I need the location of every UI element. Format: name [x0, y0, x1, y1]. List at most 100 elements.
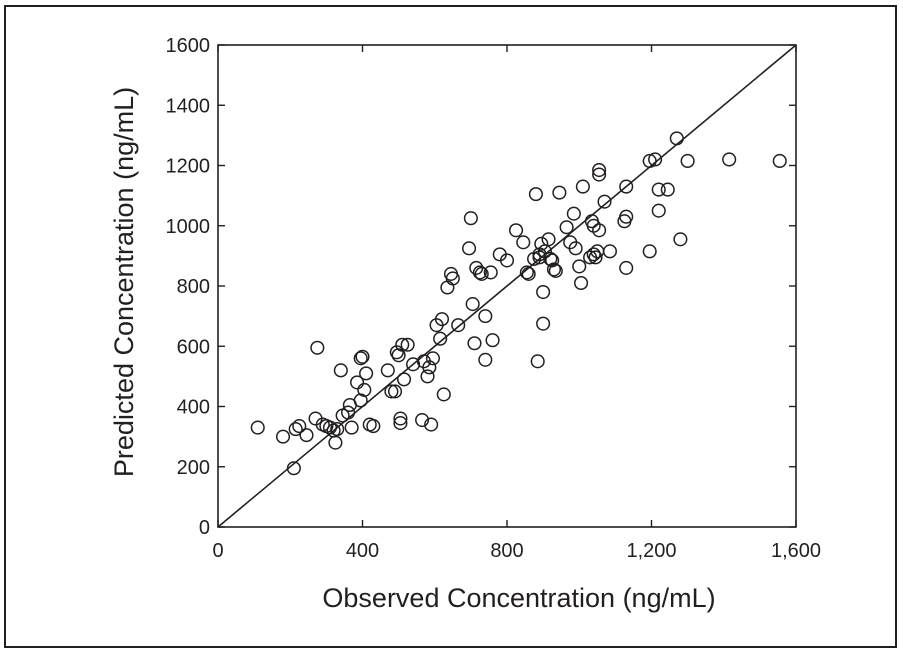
data-point	[474, 266, 489, 282]
data-point	[619, 260, 634, 275]
data-point	[445, 271, 460, 286]
data-point	[516, 235, 531, 250]
data-point	[275, 429, 291, 444]
y-tick-label: 1400	[166, 95, 211, 117]
x-tick-label: 800	[490, 540, 523, 562]
y-tick-label: 0	[199, 517, 210, 539]
data-point	[422, 360, 437, 375]
data-point	[393, 411, 408, 426]
data-point	[572, 259, 587, 274]
x-tick-label: 400	[346, 540, 379, 562]
y-tick-label: 800	[177, 276, 210, 298]
data-point	[534, 236, 549, 251]
data-point	[660, 182, 675, 197]
data-point	[619, 209, 634, 224]
data-point	[310, 340, 325, 355]
data-point	[328, 435, 343, 450]
data-point	[592, 223, 607, 238]
y-tick-label: 1000	[166, 216, 211, 238]
data-point	[586, 247, 601, 262]
data-point	[350, 375, 365, 390]
y-axis-title: Predicted Concentration (ng/mL)	[109, 87, 139, 477]
data-point	[519, 265, 534, 280]
data-point	[575, 179, 590, 194]
data-point	[673, 232, 688, 247]
data-point	[436, 387, 451, 402]
data-point	[333, 363, 348, 378]
data-point	[288, 422, 303, 437]
data-points	[250, 131, 787, 476]
x-axis-title: Observed Concentration (ng/mL)	[322, 583, 715, 613]
data-point	[566, 206, 581, 221]
data-point	[602, 244, 618, 259]
data-point	[651, 203, 666, 218]
tick-labels: 0 400 800 1,200 1,600 0 200 400 600 800 1000 1200 14…	[166, 35, 822, 562]
data-point	[322, 420, 338, 435]
data-point	[521, 266, 536, 282]
data-point	[536, 284, 551, 300]
data-point	[299, 428, 314, 443]
data-point	[420, 369, 435, 384]
data-point	[546, 262, 562, 277]
y-tick-label: 400	[177, 397, 210, 419]
data-point	[568, 241, 583, 256]
data-point	[406, 357, 421, 372]
figure-frame	[4, 5, 897, 648]
data-point	[592, 167, 607, 182]
data-point	[389, 345, 404, 360]
data-point	[574, 275, 589, 291]
data-point	[548, 263, 563, 278]
data-point	[472, 265, 487, 280]
data-point	[393, 416, 408, 431]
data-point	[400, 337, 415, 352]
data-point	[250, 420, 265, 435]
data-point	[508, 223, 524, 238]
data-point	[396, 372, 412, 387]
data-point	[424, 417, 439, 432]
data-point	[380, 363, 395, 378]
y-tick-label: 1200	[166, 156, 211, 178]
data-point	[359, 366, 374, 381]
data-point	[478, 309, 493, 324]
data-point	[597, 194, 612, 209]
plot-area-border	[217, 44, 797, 528]
data-point	[384, 384, 399, 399]
y-tick-label: 1600	[166, 35, 211, 57]
data-point	[483, 265, 498, 280]
data-point	[433, 331, 448, 346]
data-point	[462, 241, 477, 256]
data-point	[353, 351, 368, 366]
data-point	[467, 336, 482, 351]
data-point	[366, 419, 381, 434]
data-point	[463, 211, 478, 226]
data-point	[559, 220, 574, 235]
data-point	[330, 422, 345, 437]
data-point	[478, 352, 493, 367]
data-point	[680, 153, 695, 169]
data-point	[357, 382, 372, 397]
data-point	[541, 232, 556, 247]
data-point	[395, 337, 410, 352]
data-point	[451, 318, 466, 333]
x-tick-label: 1,200	[626, 540, 676, 562]
data-point	[387, 384, 403, 399]
data-point	[528, 187, 543, 202]
data-point	[619, 179, 634, 194]
y-tick-label: 200	[177, 457, 210, 479]
data-point	[355, 349, 370, 364]
data-point	[536, 316, 551, 331]
data-point	[499, 253, 515, 268]
data-point	[592, 162, 607, 178]
data-point	[425, 351, 440, 366]
data-point	[286, 461, 301, 476]
data-point	[772, 153, 787, 169]
data-point	[440, 280, 455, 295]
data-point	[588, 250, 603, 265]
data-point	[586, 218, 601, 233]
data-point	[722, 152, 737, 167]
data-point	[552, 185, 567, 200]
identity-reference-line	[217, 44, 797, 528]
data-point	[642, 244, 657, 259]
data-point	[434, 312, 450, 327]
